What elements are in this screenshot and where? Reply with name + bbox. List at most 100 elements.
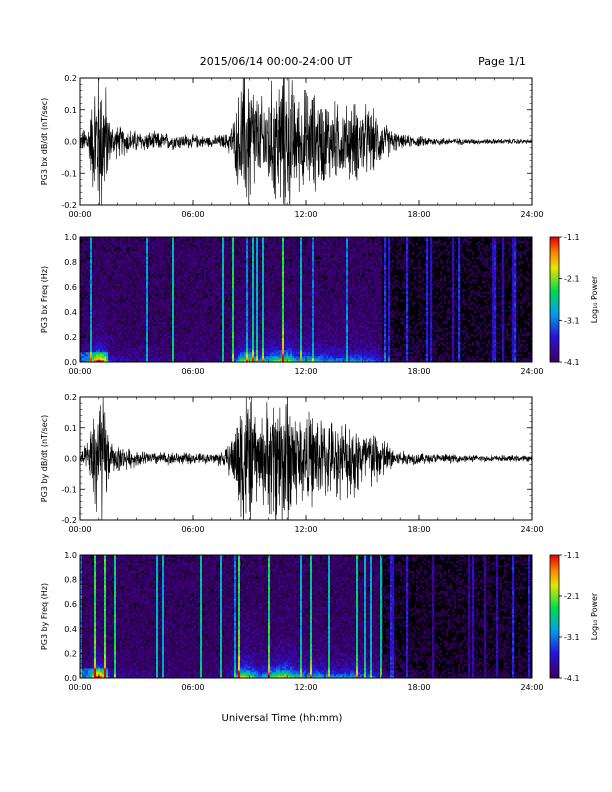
spectrogram-cell <box>80 275 83 278</box>
spectrogram-cell <box>150 331 153 335</box>
spectrogram-cell <box>198 239 201 242</box>
spectrogram-cell <box>208 291 211 294</box>
spectrogram-cell <box>94 261 97 264</box>
spectrogram-cell <box>202 297 205 300</box>
spectrogram-cell <box>112 309 115 312</box>
spectrogram-cell <box>118 355 121 359</box>
spectrogram-cell <box>226 319 229 322</box>
spectrogram-cell <box>232 337 235 341</box>
spectrogram-cell <box>98 341 101 345</box>
spectrogram-cell <box>198 253 201 256</box>
spectrogram-cell <box>118 289 121 292</box>
spectrogram-cell <box>126 325 129 329</box>
spectrogram-cell <box>100 305 103 308</box>
spectrogram-cell <box>182 307 185 310</box>
spectrogram-cell <box>238 321 241 324</box>
spectrogram-cell <box>100 339 103 343</box>
spectrogram-cell <box>84 287 87 290</box>
spectrogram-cell <box>88 339 91 343</box>
spectrogram-cell <box>128 341 131 345</box>
spectrogram-cell <box>82 281 85 284</box>
spectrogram-cell <box>134 301 137 304</box>
spectrogram-cell <box>202 295 205 298</box>
spectrogram-cell <box>128 331 131 335</box>
spectrogram-cell <box>198 329 201 333</box>
spectrogram-cell <box>128 299 131 302</box>
spectrogram-cell <box>132 319 135 322</box>
spectrogram-cell <box>100 331 103 335</box>
spectrogram-cell <box>96 265 99 268</box>
spectrogram-cell <box>156 327 159 331</box>
spectrogram-cell <box>208 243 211 246</box>
spectrogram-cell <box>138 301 141 304</box>
spectrogram-cell <box>112 241 115 244</box>
spectrogram-cell <box>228 321 231 324</box>
spectrogram-cell <box>178 261 181 264</box>
spectrogram-cell <box>210 281 213 284</box>
spectrogram-cell <box>84 321 87 324</box>
spectrogram-cell <box>94 347 97 351</box>
spectrogram-cell <box>164 245 167 248</box>
spectrogram-cell <box>86 283 89 286</box>
spectrogram-cell <box>196 331 199 335</box>
spectrogram-cell <box>134 303 137 306</box>
spectrogram-cell <box>172 301 175 304</box>
spectrogram-cell <box>92 343 95 347</box>
spectrogram-cell <box>162 309 165 312</box>
spectrogram-cell <box>102 255 105 258</box>
spectrogram-cell <box>186 269 189 272</box>
spectrogram-cell <box>200 333 203 337</box>
spectrogram-cell <box>116 339 119 343</box>
spectrogram-cell <box>212 309 215 312</box>
spectrogram-cell <box>226 307 229 310</box>
spectrogram-cell <box>116 237 119 240</box>
spectrogram-cell <box>186 325 189 329</box>
spectrogram-cell <box>210 301 213 304</box>
spectrogram-cell <box>242 353 245 357</box>
spectrogram-cell <box>112 307 115 310</box>
spectrogram-cell <box>150 329 153 333</box>
spectrogram-cell <box>222 319 225 322</box>
spectrogram-cell <box>134 265 137 268</box>
spectrogram-cell <box>124 355 127 359</box>
spectrogram-cell <box>154 299 157 302</box>
spectrogram-cell <box>146 249 149 252</box>
spectrogram-cell <box>98 291 101 294</box>
spectrogram-cell <box>88 239 91 242</box>
spectrogram-cell <box>182 285 185 288</box>
spectrogram-cell <box>230 359 233 363</box>
spectrogram-cell <box>96 305 99 308</box>
spectrogram-cell <box>98 263 101 266</box>
spectrogram-cell <box>174 265 177 268</box>
spectrogram-cell <box>166 303 169 306</box>
spectrogram-cell <box>228 345 231 349</box>
spectrogram-cell <box>176 303 179 306</box>
spectrogram-cell <box>116 263 119 266</box>
spectrogram-cell <box>238 313 241 316</box>
spectrogram-cell <box>98 329 101 333</box>
spectrogram-cell <box>200 245 203 248</box>
spectrogram-cell <box>170 309 173 312</box>
spectrogram-cell <box>88 289 91 292</box>
spectrogram-cell <box>228 297 231 300</box>
spectrogram-cell <box>124 313 127 316</box>
spectrogram-cell <box>118 321 121 324</box>
spectrogram-cell <box>182 269 185 272</box>
spectrogram-cell <box>144 335 147 339</box>
spectrogram-cell <box>142 355 145 359</box>
spectrogram-cell <box>128 329 131 333</box>
spectrogram-cell <box>142 273 145 276</box>
spectrogram-cell <box>208 331 211 335</box>
spectrogram-cell <box>152 251 155 254</box>
spectrogram-cell <box>136 271 139 274</box>
spectrogram-cell <box>158 327 161 331</box>
spectrogram-cell <box>184 351 187 355</box>
spectrogram-cell <box>218 349 221 353</box>
spectrogram-cell <box>220 255 223 258</box>
spectrogram-cell <box>118 283 121 286</box>
spectrogram-cell <box>232 359 235 363</box>
spectrogram-cell <box>98 349 101 353</box>
spectrogram-cell <box>104 287 107 290</box>
spectrogram-cell <box>198 309 201 312</box>
spectrogram-cell <box>84 349 87 353</box>
